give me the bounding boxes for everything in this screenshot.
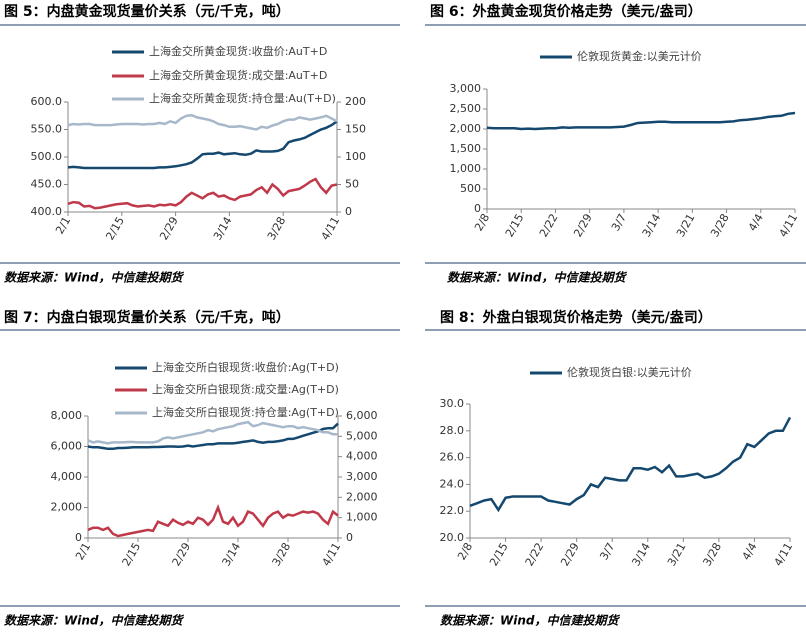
x-tick-label: 3/21 [665,541,689,569]
figure-title: 图 5：内盘黄金现货量价关系（元/千克，吨） [4,3,290,20]
y2-tick-label: 5,000 [346,429,378,442]
x-tick-label: 2/15 [120,541,144,569]
y-tick-label: 500.0 [31,150,63,163]
legend-label: 上海金交所黄金现货:成交量:AuT+D [149,68,327,82]
x-tick-label: 3/28 [708,212,732,240]
y2-tick-label: 200 [345,95,366,108]
y-tick-label: 3,000 [450,82,482,95]
x-tick-label: 2/15 [103,215,127,243]
y-tick-label: 4,000 [51,470,83,483]
y2-tick-label: 150 [345,123,366,136]
series-line [486,111,796,131]
y2-tick-label: 4,000 [346,450,378,463]
y2-tick-label: 0 [346,531,353,544]
y-tick-label: 22.0 [440,504,465,517]
y2-tick-label: 6,000 [346,409,378,422]
x-tick-label: 4/4 [746,211,766,233]
x-tick-label: 4/11 [772,541,796,569]
series-line [67,113,338,131]
y-tick-label: 400.0 [31,205,63,218]
y2-tick-label: 0 [345,205,352,218]
y-tick-label: 2,500 [450,102,482,115]
y-tick-label: 1,000 [450,162,482,175]
x-tick-label: 3/14 [629,541,653,569]
y2-tick-label: 1,000 [346,511,378,524]
series-line [87,420,338,445]
y-tick-label: 24.0 [440,477,465,490]
figure-title: 图 7：内盘白银现货量价关系（元/千克，吨） [4,309,290,326]
x-tick-label: 4/11 [319,215,343,243]
legend-label: 上海金交所黄金现货:收盘价:AuT+D [149,44,327,58]
y-tick-label: 0 [474,202,481,215]
y2-tick-label: 3,000 [346,470,378,483]
x-tick-label: 3/28 [270,541,294,569]
x-tick-label: 2/15 [487,541,511,569]
y-tick-label: 2,000 [450,122,482,135]
y-tick-label: 1,500 [450,142,482,155]
y2-tick-label: 100 [345,150,366,163]
y-tick-label: 6,000 [51,440,83,453]
y-tick-label: 600.0 [31,95,63,108]
legend-label: 上海金交所白银现货:持仓量:Ag(T+D) [152,405,339,419]
x-tick-label: 2/29 [571,212,595,240]
figure-source: 数据来源：Wind，中信建投期货 [440,614,620,628]
y-tick-label: 450.0 [31,178,63,191]
y-tick-label: 26.0 [440,451,465,464]
x-tick-label: 2/22 [523,541,547,569]
x-tick-label: 3/14 [220,541,244,569]
x-tick-label: 2/15 [503,212,527,240]
figure-title: 图 8：外盘白银现货价格走势（美元/盎司） [440,309,712,326]
y2-tick-label: 50 [345,178,359,191]
x-tick-label: 4/11 [777,212,801,240]
series-line [87,422,339,451]
x-tick-label: 3/7 [597,540,617,562]
x-tick-label: 2/22 [537,212,561,240]
figure-source: 数据来源：Wind，中信建投期货 [4,614,184,628]
y-tick-label: 8,000 [51,409,83,422]
y-tick-label: 20.0 [440,531,465,544]
y-tick-label: 28.0 [440,424,465,437]
series-line [67,177,338,210]
x-tick-label: 3/14 [211,215,235,243]
y-tick-label: 30.0 [440,397,465,410]
legend-label: 伦敦现货白银:以美元计价 [567,365,692,379]
x-tick-label: 2/29 [157,215,181,243]
x-tick-label: 2/29 [170,541,194,569]
x-tick-label: 3/7 [609,211,629,233]
legend-label: 上海金交所白银现货:成交量:Ag(T+D) [152,382,339,396]
legend-label: 伦敦现货黄金:以美元计价 [577,49,702,63]
legend-label: 上海金交所白银现货:收盘价:Ag(T+D) [152,360,339,374]
x-tick-label: 3/28 [265,215,289,243]
y-tick-label: 0 [75,531,82,544]
series-line [67,120,338,170]
x-tick-label: 3/28 [700,541,724,569]
series-line [469,416,792,513]
legend-label: 上海金交所黄金现货:持仓量:Au(T+D) [149,91,336,105]
y2-tick-label: 2,000 [346,490,378,503]
figure-title: 图 6：外盘黄金现货价格走势（美元/盎司） [430,3,702,20]
y-tick-label: 2,000 [51,501,83,514]
x-tick-label: 3/21 [674,212,698,240]
y-tick-label: 500 [460,182,481,195]
x-tick-label: 4/11 [320,541,344,569]
x-tick-label: 2/29 [558,541,582,569]
y-tick-label: 550.0 [31,123,63,136]
figure-source: 数据来源：Wind，中信建投期货 [4,271,184,285]
series-line [87,503,339,538]
x-tick-label: 3/14 [640,212,664,240]
figure-source: 数据来源：Wind，中信建投期货 [447,271,627,285]
x-tick-label: 4/4 [740,540,760,562]
